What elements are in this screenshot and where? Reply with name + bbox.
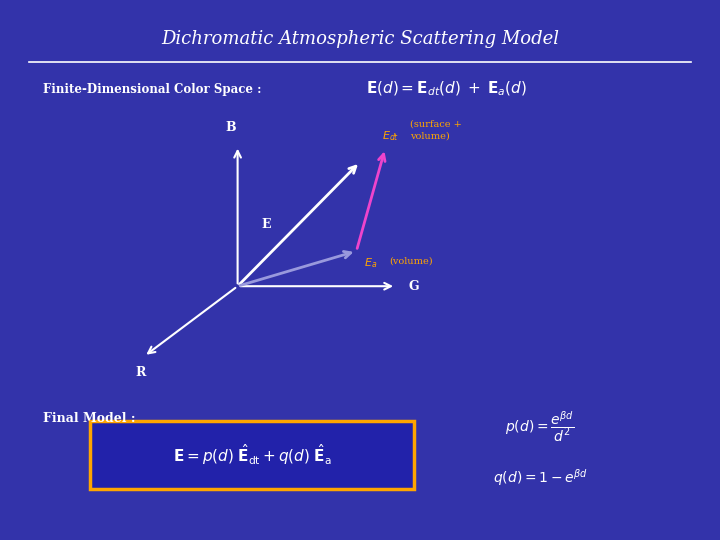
Text: $q(d) = 1 - e^{\beta d}$: $q(d) = 1 - e^{\beta d}$ xyxy=(492,468,588,488)
Text: $\mathbf{E} = p(d)\;\hat{\mathbf{E}}_{\mathrm{dt}} + q(d)\;\hat{\mathbf{E}}_{\ma: $\mathbf{E} = p(d)\;\hat{\mathbf{E}}_{\m… xyxy=(173,442,331,467)
Text: $p(d) = \dfrac{e^{\beta d}}{d^2}$: $p(d) = \dfrac{e^{\beta d}}{d^2}$ xyxy=(505,409,575,444)
Text: $E_a$: $E_a$ xyxy=(364,256,377,271)
Text: E: E xyxy=(261,218,271,232)
Text: Dichromatic Atmospheric Scattering Model: Dichromatic Atmospheric Scattering Model xyxy=(161,30,559,48)
Text: $\mathbf{E}(d) = \mathbf{E}_{dt}(d)\; +\; \mathbf{E}_{a}(d)$: $\mathbf{E}(d) = \mathbf{E}_{dt}(d)\; +\… xyxy=(366,80,527,98)
Text: R: R xyxy=(135,366,145,379)
Text: $E_{dt}$: $E_{dt}$ xyxy=(382,129,399,143)
Text: (volume): (volume) xyxy=(389,256,433,266)
Text: Finite-Dimensional Color Space :: Finite-Dimensional Color Space : xyxy=(43,83,261,96)
Text: B: B xyxy=(225,121,235,134)
Text: Final Model :: Final Model : xyxy=(43,412,135,425)
FancyBboxPatch shape xyxy=(90,421,414,489)
Text: G: G xyxy=(409,280,420,293)
Text: (surface +
volume): (surface + volume) xyxy=(410,119,462,140)
